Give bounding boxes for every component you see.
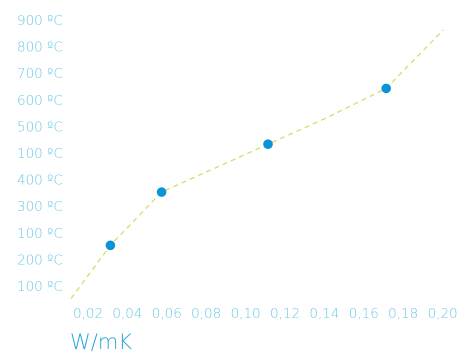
data-point xyxy=(156,187,167,197)
y-tick-label: 900 ºC xyxy=(17,13,63,29)
y-tick-label: 200 ºC xyxy=(17,252,63,268)
x-axis-label: W/mK xyxy=(70,330,132,352)
x-tick-label: 0,02 xyxy=(73,306,103,322)
y-axis-ticks: 100 ºC 200 ºC 100 ºC 300 ºC 400 ºC 100 ºC 500 … xyxy=(17,13,63,295)
y-tick-label: 600 ºC xyxy=(17,93,63,109)
y-tick-label: 100 ºC xyxy=(17,146,63,162)
x-tick-label: 0,16 xyxy=(349,306,379,322)
y-tick-label: 500 ºC xyxy=(17,119,63,135)
data-point xyxy=(263,139,273,149)
data-point xyxy=(105,240,116,251)
x-tick-label: 0,18 xyxy=(388,306,418,322)
x-tick-label: 0,04 xyxy=(112,306,142,322)
y-tick-label: 800 ºC xyxy=(17,40,63,56)
y-tick-label: 100 ºC xyxy=(17,226,63,242)
data-point xyxy=(381,83,392,94)
x-tick-label: 0,06 xyxy=(152,306,182,322)
trend-line xyxy=(70,29,444,299)
y-tick-label: 700 ºC xyxy=(17,66,63,82)
x-tick-label: 0,14 xyxy=(309,306,339,322)
y-tick-label: 100 ºC xyxy=(17,279,63,295)
x-tick-label: 0,20 xyxy=(428,306,458,322)
x-tick-label: 0,12 xyxy=(270,306,300,322)
y-tick-label: 400 ºC xyxy=(17,173,63,189)
y-tick-label: 300 ºC xyxy=(17,199,63,215)
x-axis-ticks: 0,02 0,04 0,06 0,08 0,10 0,12 0,14 0,16 0,18 0,20 xyxy=(73,306,458,322)
x-tick-label: 0,08 xyxy=(191,306,221,322)
x-tick-label: 0,10 xyxy=(231,306,261,322)
data-points xyxy=(105,83,392,251)
